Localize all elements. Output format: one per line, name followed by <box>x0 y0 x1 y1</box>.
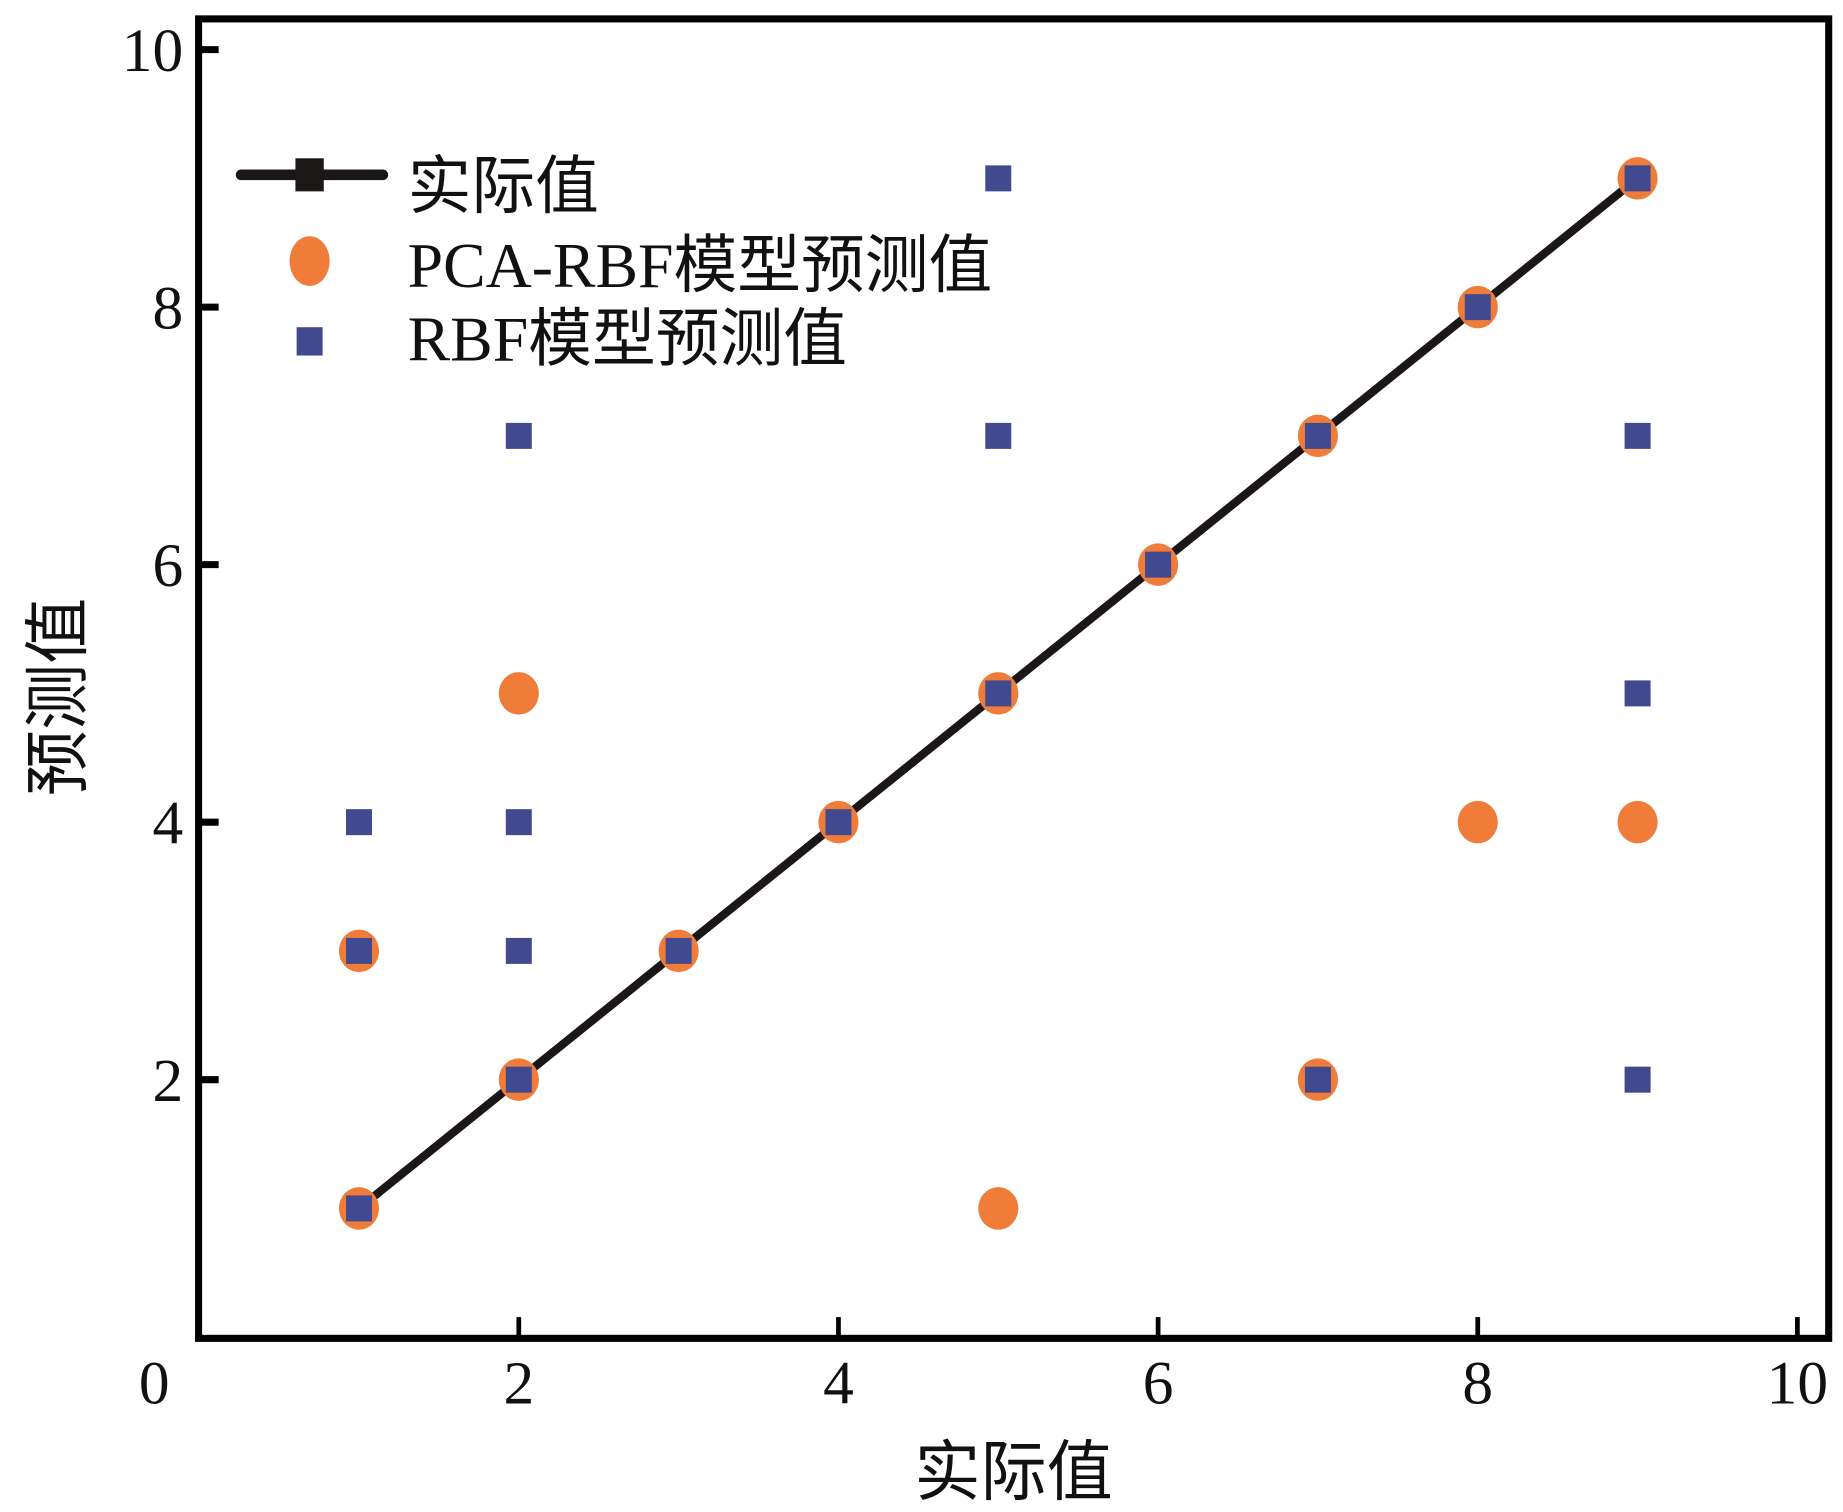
x-axis-label: 实际值 <box>914 1436 1112 1509</box>
x-tick-label: 2 <box>503 1349 534 1417</box>
legend-circle-pca-rbf <box>289 236 330 286</box>
rbf-point <box>665 937 692 964</box>
pca-rbf-point <box>1617 800 1658 844</box>
y-tick-label: 2 <box>153 1047 184 1115</box>
rbf-point <box>1145 551 1172 578</box>
rbf-point <box>505 422 532 449</box>
rbf-point <box>505 1066 532 1093</box>
rbf-point <box>1624 422 1651 449</box>
rbf-point <box>985 165 1012 192</box>
rbf-point <box>505 937 532 964</box>
y-tick-label: 6 <box>153 532 184 600</box>
rbf-point <box>1464 294 1491 321</box>
legend-square-rbf <box>296 327 323 356</box>
rbf-point <box>1304 422 1331 449</box>
legend-label-pca-rbf: PCA-RBF模型预测值 <box>408 230 993 301</box>
rbf-point <box>505 809 532 836</box>
rbf-point <box>345 1195 372 1222</box>
y-axis-label: 预测值 <box>22 598 95 796</box>
rbf-point <box>985 422 1012 449</box>
legend-label-actual: 实际值 <box>408 151 599 222</box>
x-tick-label: 8 <box>1462 1349 1493 1417</box>
pca-rbf-point <box>978 1187 1019 1230</box>
legend-label-rbf: RBF模型预测值 <box>408 303 847 374</box>
x-tick-label: 6 <box>1143 1349 1174 1417</box>
rbf-point <box>1624 680 1651 707</box>
x-tick-label: 10 <box>1767 1349 1828 1417</box>
y-tick-label: 10 <box>122 17 183 85</box>
rbf-point <box>825 809 852 836</box>
x-tick-label: 4 <box>823 1349 854 1417</box>
y-tick-label: 4 <box>153 789 184 857</box>
plot-frame <box>195 15 1833 1342</box>
x-tick-label: 0 <box>139 1349 170 1417</box>
y-tick-label: 8 <box>153 274 184 342</box>
rbf-point <box>345 809 372 836</box>
legend: 实际值 PCA-RBF模型预测值 RBF模型预测值 <box>235 151 993 374</box>
axis-ticks: 0 2 4 6 8 10 2 4 6 8 10 <box>122 17 1828 1417</box>
rbf-point <box>985 680 1012 707</box>
rbf-point <box>1624 165 1651 192</box>
pca-rbf-point <box>498 672 539 715</box>
rbf-point <box>1624 1066 1651 1093</box>
plot-marks <box>338 157 1658 1230</box>
rbf-point <box>345 937 372 964</box>
pca-rbf-point <box>1457 800 1498 844</box>
rbf-point <box>1304 1066 1331 1093</box>
legend-square-actual <box>295 158 324 192</box>
